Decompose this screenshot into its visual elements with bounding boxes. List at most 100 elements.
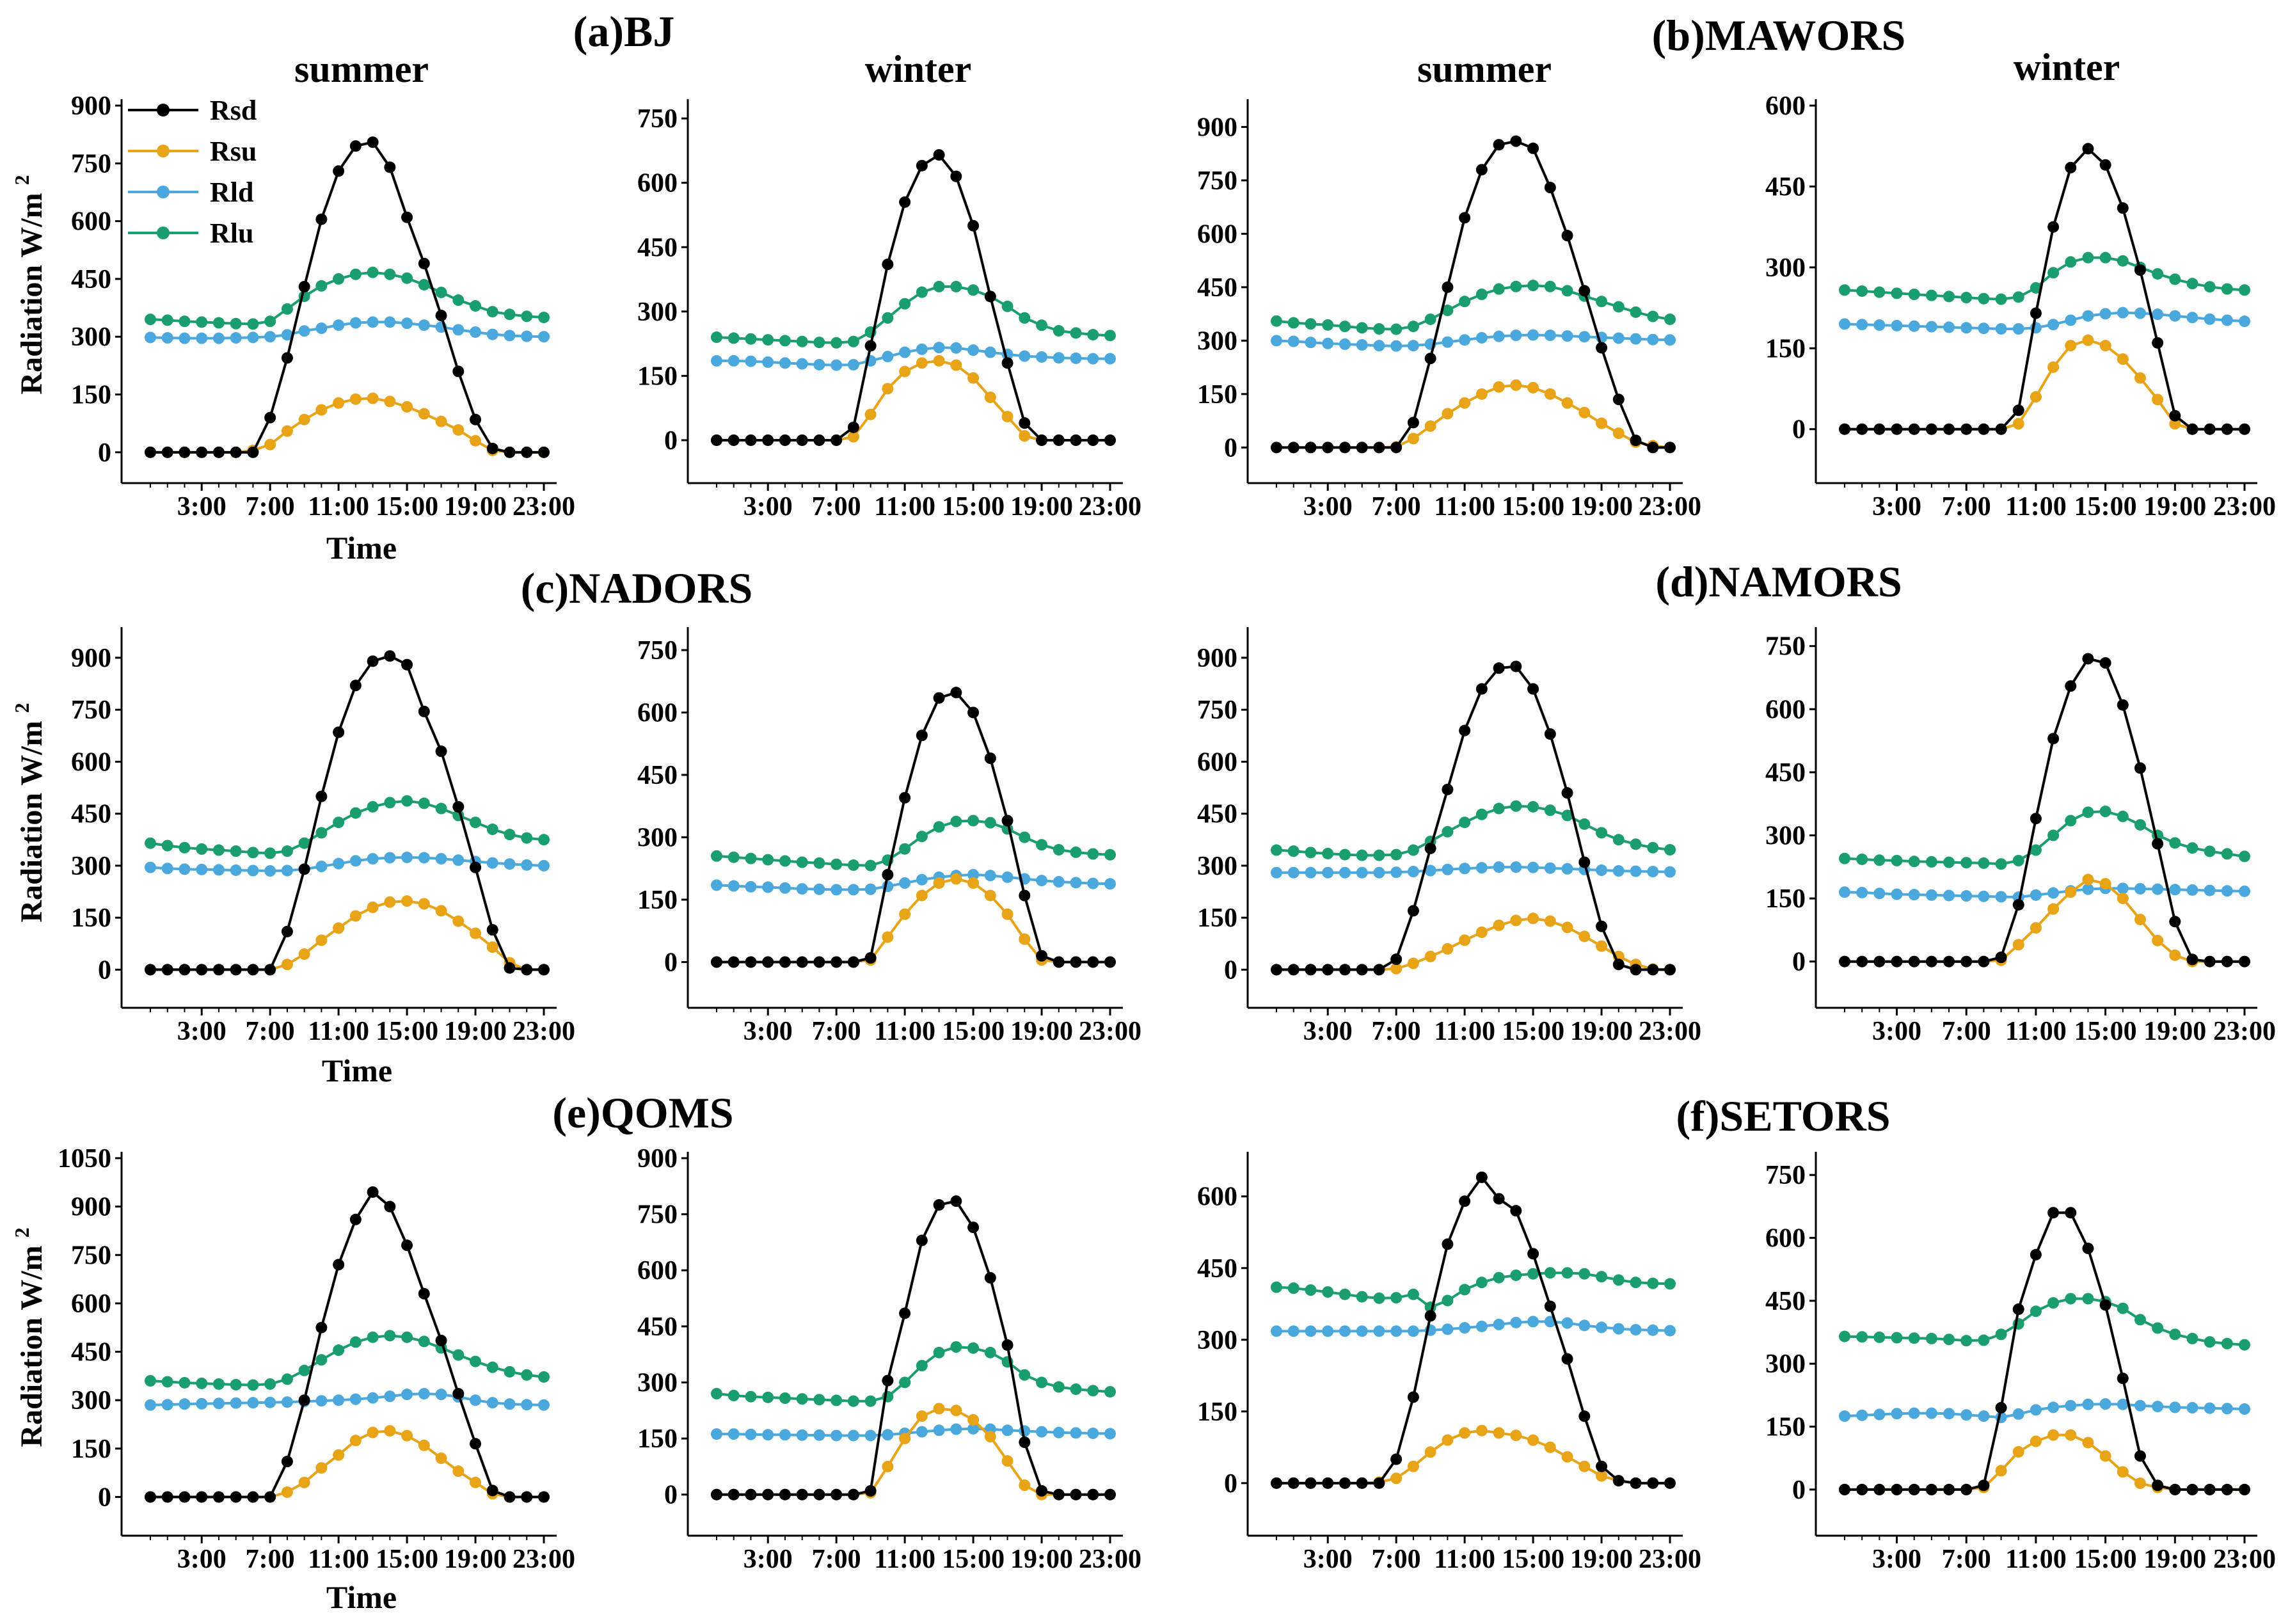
y-tick-label: 150 — [71, 904, 111, 933]
data-point-rsu — [933, 354, 945, 367]
data-point-rld — [179, 1398, 191, 1410]
series-line-rsu — [150, 1429, 544, 1499]
legend-item-rsu: Rsu — [128, 136, 257, 167]
data-point-rld — [1271, 335, 1282, 347]
data-point-rsd — [1839, 1483, 1850, 1495]
data-point-rlu — [1510, 280, 1522, 292]
season-label-2: winter — [865, 48, 972, 90]
data-point-rsd — [2099, 159, 2111, 171]
series-line-rsd — [150, 1190, 544, 1499]
data-point-rld — [796, 883, 808, 895]
data-point-rsu — [2012, 1445, 2024, 1458]
data-point-rld — [2204, 313, 2216, 325]
data-point-rlu — [1373, 1292, 1385, 1304]
data-point-rld — [435, 853, 447, 865]
data-point-rld — [1424, 864, 1436, 877]
data-point-rsd — [418, 1287, 430, 1300]
data-point-rsd — [2082, 653, 2094, 665]
data-point-rsd — [333, 1259, 345, 1271]
data-point-rlu — [196, 843, 208, 855]
data-point-rsu — [2099, 340, 2111, 352]
data-point-rlu — [727, 1389, 740, 1401]
data-point-rld — [967, 869, 980, 880]
data-point-rld — [1647, 1324, 1659, 1336]
data-point-rld — [984, 870, 996, 882]
data-point-rld — [1925, 889, 1937, 901]
data-point-rsd — [1087, 956, 1099, 968]
data-point-rsu — [2012, 939, 2024, 951]
data-point-rld — [1612, 865, 1625, 877]
data-point-rsd — [1019, 889, 1031, 902]
data-point-rlu — [1527, 280, 1539, 292]
data-point-rlu — [145, 837, 156, 849]
data-point-rlu — [367, 800, 379, 813]
data-point-rlu — [298, 1364, 310, 1376]
legend-item-rsd: Rsd — [128, 95, 257, 126]
data-point-rsd — [796, 1488, 808, 1501]
y-tick-label: 0 — [98, 1483, 111, 1512]
data-point-rlu — [333, 1344, 345, 1357]
data-point-rlu — [1544, 1267, 1556, 1279]
y-tick-label: 0 — [1224, 433, 1237, 463]
x-axis-label-row1: Time — [326, 530, 397, 566]
data-point-rsd — [2117, 699, 2129, 711]
data-point-rld — [247, 1397, 259, 1409]
x-tick-label: 11:00 — [874, 492, 935, 521]
data-point-rsd — [1578, 285, 1591, 297]
data-point-rlu — [470, 816, 482, 829]
data-point-rlu — [2030, 844, 2042, 856]
data-point-rld — [1873, 319, 1886, 331]
data-point-rsu — [2065, 1429, 2077, 1441]
data-point-rlu — [2117, 1302, 2129, 1314]
data-point-rsd — [1424, 1310, 1436, 1322]
data-point-rld — [384, 852, 396, 864]
y-tick-label: 150 — [1765, 884, 1806, 914]
data-point-rld — [281, 1396, 293, 1408]
data-point-rsd — [212, 964, 225, 976]
data-point-rsu — [401, 401, 413, 413]
y-tick-label: 1050 — [58, 1144, 111, 1174]
data-point-rlu — [418, 797, 430, 809]
data-point-rlu — [2221, 1337, 2233, 1349]
data-point-rlu — [2204, 1336, 2216, 1348]
data-point-rsu — [1493, 381, 1505, 393]
data-point-rld — [1322, 337, 1334, 349]
data-point-rlu — [1493, 283, 1505, 295]
data-point-rsd — [899, 1307, 911, 1319]
data-point-rlu — [1287, 1282, 1299, 1294]
y-tick-label: 600 — [1765, 92, 1806, 121]
data-point-rld — [179, 332, 191, 344]
x-tick-label: 19:00 — [1010, 492, 1073, 521]
y-tick-label: 300 — [1197, 852, 1237, 881]
data-point-rld — [2082, 1398, 2094, 1410]
data-point-rsd — [831, 1488, 843, 1501]
data-point-rld — [916, 873, 928, 886]
data-point-rlu — [538, 312, 550, 324]
series-line-rld — [1844, 887, 2245, 899]
data-point-rsu — [916, 889, 928, 902]
y-tick-label: 450 — [1197, 273, 1237, 303]
data-point-rld — [521, 859, 533, 871]
x-tick-label: 11:00 — [2005, 1017, 2067, 1046]
x-tick-label: 7:00 — [1942, 1017, 1991, 1046]
data-point-rsu — [1424, 420, 1436, 432]
data-point-rld — [984, 346, 996, 358]
data-point-rlu — [212, 844, 225, 856]
y-tick-label: 600 — [637, 1256, 678, 1286]
data-point-rld — [1442, 1323, 1454, 1335]
data-point-rld — [1578, 1319, 1591, 1332]
data-point-rlu — [1839, 1330, 1850, 1342]
data-point-rld — [831, 1429, 843, 1442]
data-point-rsu — [1019, 430, 1031, 442]
data-point-rld — [538, 1399, 550, 1411]
data-point-rsu — [984, 889, 996, 902]
data-point-rlu — [1087, 1385, 1099, 1397]
data-point-rsd — [470, 413, 482, 426]
data-point-rsd — [1943, 955, 1955, 967]
data-point-rld — [933, 1424, 945, 1437]
data-point-rld — [1356, 1325, 1368, 1337]
data-point-rld — [2239, 885, 2250, 897]
data-point-rld — [452, 324, 465, 336]
x-tick-label: 15:00 — [942, 1017, 1005, 1046]
